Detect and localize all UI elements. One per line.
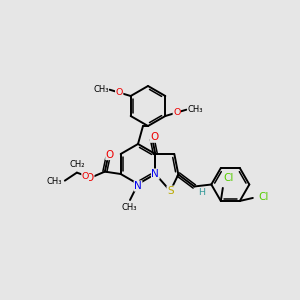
Text: S: S [167,186,174,196]
Text: Cl: Cl [224,173,234,183]
Text: CH₃: CH₃ [188,105,203,114]
Text: N: N [152,169,159,179]
Text: N: N [134,181,142,191]
Text: CH₃: CH₃ [46,177,62,186]
Text: O: O [82,172,89,181]
Text: O: O [106,150,114,160]
Text: H: H [198,188,205,197]
Text: O: O [150,132,158,142]
Text: Cl: Cl [259,192,269,202]
Text: CH₃: CH₃ [93,85,109,94]
Text: O: O [173,108,181,117]
Text: O: O [116,88,123,97]
Text: CH₂: CH₂ [69,160,85,169]
Text: O: O [86,172,94,183]
Text: CH₃: CH₃ [121,203,137,212]
